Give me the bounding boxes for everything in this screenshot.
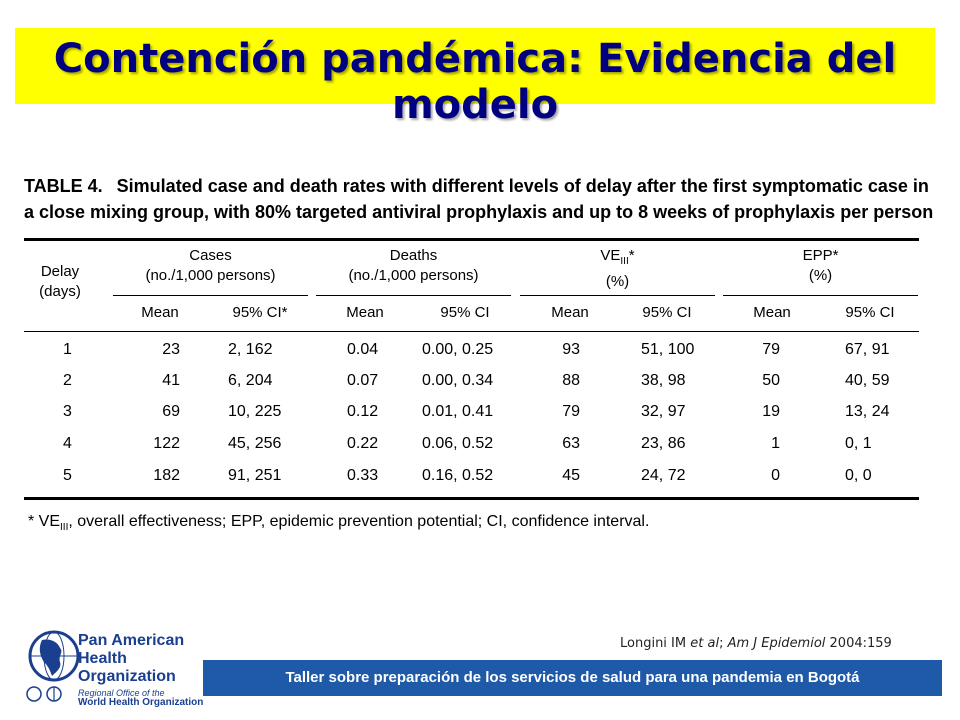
subheader-epp-mean: Mean — [753, 304, 791, 321]
table-footnote: * VEIII, overall effectiveness; EPP, epi… — [28, 513, 650, 534]
subheader-deaths-ci: 95% CI — [440, 304, 490, 321]
subheader-ve-mean: Mean — [551, 304, 589, 321]
table-caption: TABLE 4. Simulated case and death rates w… — [24, 173, 944, 225]
paho-name: Pan American Health Organization — [78, 632, 185, 685]
caption-line-2: a close mixing group, with 80% targeted … — [24, 202, 934, 222]
subheader-epp-ci: 95% CI — [845, 304, 895, 321]
header-epp: EPP* (%) — [802, 247, 839, 284]
footer-banner: Taller sobre preparación de los servicio… — [203, 660, 942, 696]
table-bottom-rule — [24, 497, 919, 500]
cases-group-rule — [113, 295, 308, 296]
caption-line-1: Simulated case and death rates with diff… — [116, 176, 929, 196]
header-delay: Delay (days) — [39, 263, 81, 300]
title-banner: Contención pandémica: Evidencia del mode… — [15, 28, 935, 128]
subheader-deaths-mean: Mean — [346, 304, 384, 321]
table-top-rule — [24, 238, 919, 241]
epp-group-rule — [723, 295, 918, 296]
header-ve: VEIII* (%) — [600, 247, 635, 290]
who-subtitle: Regional Office of the World Health Orga… — [78, 688, 204, 708]
header-deaths: Deaths (no./1,000 persons) — [348, 247, 479, 284]
header-cases: Cases (no./1,000 persons) — [145, 247, 276, 284]
deaths-group-rule — [316, 295, 511, 296]
globe-icon — [26, 630, 80, 702]
ve-group-rule — [520, 295, 715, 296]
subheader-cases-mean: Mean — [141, 304, 179, 321]
subheader-ve-ci: 95% CI — [642, 304, 692, 321]
header-bottom-rule — [24, 331, 919, 332]
table-label: TABLE 4. — [24, 176, 103, 196]
subheader-cases-ci: 95% CI* — [232, 304, 288, 321]
citation: Longini IM et al; Am J Epidemiol 2004:15… — [620, 636, 892, 651]
footer-banner-text: Taller sobre preparación de los servicio… — [285, 669, 860, 686]
slide-title: Contención pandémica: Evidencia del mode… — [53, 36, 897, 128]
